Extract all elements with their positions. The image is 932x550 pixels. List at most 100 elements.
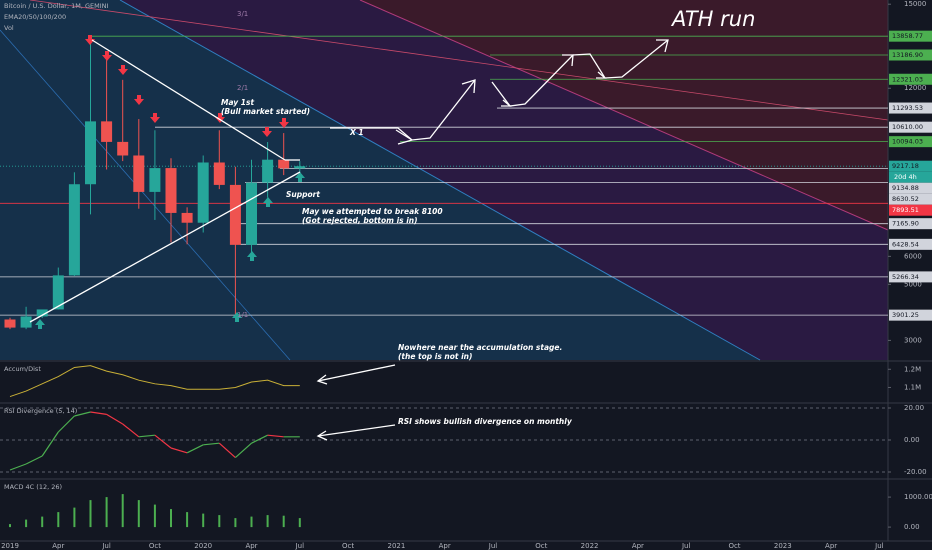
level-label-box: [889, 204, 932, 216]
candle-body: [278, 159, 290, 169]
line-segment: [57, 415, 75, 433]
fan-line: [359, 0, 889, 231]
pane-title: Accum/Dist: [4, 365, 41, 373]
buy-arrow: [263, 197, 273, 207]
y-tick-label: 1.1M: [904, 383, 921, 391]
line-segment: [90, 411, 107, 415]
candle-body: [68, 184, 80, 276]
line-segment: [218, 442, 236, 459]
arrow-head: [596, 71, 607, 79]
y-tick-label: 12000: [904, 84, 926, 92]
x-tick-label: Oct: [342, 542, 354, 550]
level-label: 8630.52: [892, 195, 919, 203]
pointer-arrow: [317, 424, 396, 437]
bar: [73, 507, 76, 528]
fan-zone: [0, 0, 760, 360]
x-tick-label: Jul: [488, 542, 498, 550]
bar: [105, 497, 108, 528]
candle-body: [213, 162, 225, 185]
fan-line: [0, 29, 291, 361]
level-label-box: [889, 309, 932, 321]
level-label-box: [889, 73, 932, 85]
line-segment: [74, 411, 91, 417]
line-segment: [9, 463, 27, 471]
x-tick-label: Apr: [825, 542, 837, 550]
sell-arrow: [102, 51, 112, 61]
arrow-head: [461, 79, 476, 94]
level-label: 11293.53: [892, 104, 923, 112]
bar: [298, 518, 301, 528]
line-segment: [267, 434, 284, 438]
y-tick-label: 20.00: [904, 404, 924, 412]
x-tick-label: 2022: [581, 542, 599, 550]
bar: [186, 512, 189, 528]
level-label: 10610.00: [892, 123, 923, 131]
line-segment: [203, 442, 220, 446]
x-tick-label: Apr: [52, 542, 64, 550]
symbol-label: Bitcoin / U.S. Dollar, 1M, GEMINI: [4, 2, 108, 10]
arrow-head: [316, 430, 328, 441]
level-label-box: [889, 182, 932, 194]
candle-body: [197, 162, 209, 223]
x-tick-label: Jul: [874, 542, 884, 550]
x-tick-label: 2023: [774, 542, 792, 550]
x-tick-label: Jul: [101, 542, 111, 550]
level-label-box: [889, 49, 932, 61]
line-segment: [122, 423, 140, 438]
x-tick-label: Oct: [728, 542, 740, 550]
line-segment: [25, 455, 43, 465]
line-segment: [186, 444, 204, 454]
candle-body: [165, 168, 177, 213]
fan-background: [0, 0, 889, 361]
level-label: 9134.88: [892, 184, 919, 192]
x-tick-label: Oct: [149, 542, 161, 550]
level-label-box: [889, 218, 932, 230]
x-tick-label: 2021: [387, 542, 405, 550]
fan-line: [29, 0, 889, 121]
candle-body: [149, 168, 161, 192]
annotation: (Bull market started): [221, 107, 310, 116]
level-label: 13858.77: [892, 32, 923, 40]
candle-body: [101, 121, 113, 142]
x-tick-label: Oct: [535, 542, 547, 550]
countdown-label: 20d 4h: [894, 173, 917, 181]
bar: [218, 515, 221, 528]
x-tick-label: 2020: [194, 542, 212, 550]
level-label: 10094.03: [892, 138, 923, 146]
bar: [202, 513, 205, 528]
level-label: 3901.25: [892, 311, 919, 319]
candle-body: [85, 121, 96, 185]
annotation: May 1st: [221, 98, 254, 107]
buy-arrow: [295, 172, 305, 182]
trendline: [91, 39, 286, 161]
buy-arrow: [35, 319, 45, 329]
line-segment: [235, 442, 252, 459]
level-label: 7893.51: [892, 206, 919, 214]
level-label-box: [889, 271, 932, 283]
bar: [153, 504, 156, 528]
x-tick-label: 2019: [1, 542, 19, 550]
level-label-box: [889, 121, 932, 133]
line-segment: [41, 431, 59, 457]
x-tick-label: Apr: [245, 542, 257, 550]
line-segment: [106, 413, 124, 425]
level-label-box: [889, 136, 932, 148]
arrow-path: [491, 39, 669, 107]
bar: [89, 500, 92, 528]
sell-arrow: [262, 127, 272, 137]
level-label: 7165.90: [892, 220, 919, 228]
sell-arrow: [279, 118, 289, 128]
fan-line: [119, 0, 761, 361]
bar: [137, 500, 140, 528]
candle-body: [181, 212, 193, 223]
level-label-box: [889, 238, 932, 250]
arrow-head: [316, 374, 328, 385]
sell-arrow: [118, 65, 128, 75]
fib-label: 2/1: [237, 84, 248, 92]
pane-title: MACD 4C (12, 26): [4, 483, 62, 491]
arrow-head: [395, 129, 414, 145]
x-tick-label: Apr: [632, 542, 644, 550]
candle-body: [246, 182, 257, 245]
line-segment: [154, 434, 172, 449]
